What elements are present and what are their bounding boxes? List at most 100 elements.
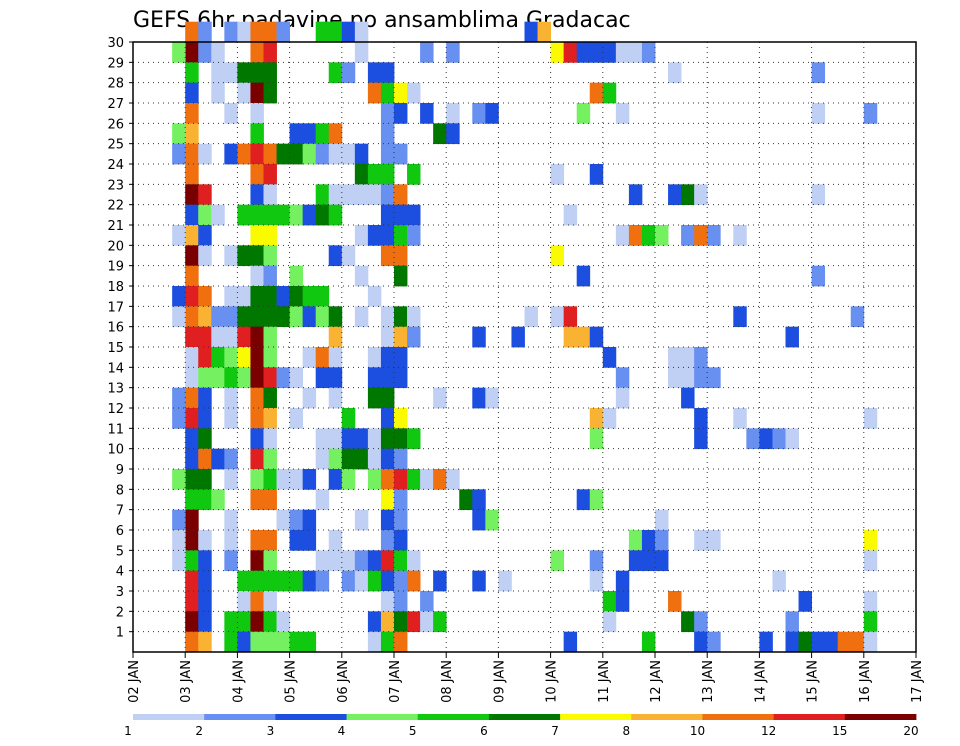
heatmap-cell — [172, 42, 186, 63]
colorbar-label: 7 — [551, 724, 559, 738]
heatmap-cell — [198, 143, 212, 165]
colorbar-swatch — [488, 714, 561, 720]
heatmap-cell — [315, 123, 330, 145]
heatmap-cell — [211, 62, 225, 84]
y-tick-label: 20 — [107, 239, 124, 254]
heatmap-cell — [668, 367, 682, 389]
heatmap-cell — [668, 62, 682, 84]
heatmap-cell — [367, 387, 382, 409]
heatmap-cell — [863, 103, 878, 124]
heatmap-cell — [694, 428, 708, 450]
heatmap-cell — [602, 611, 617, 633]
heatmap-cell — [263, 21, 277, 43]
x-axis: 02 JAN 03 JAN 04 JAN 05 JAN 06 JAN 07 JAN 08 J… — [127, 652, 925, 703]
heatmap-cell — [394, 245, 408, 267]
heatmap-cell — [394, 530, 408, 551]
colorbar-swatch — [560, 714, 632, 720]
heatmap-cell — [576, 42, 591, 63]
heatmap-cell — [237, 82, 251, 104]
heatmap-cell — [550, 42, 565, 63]
heatmap-cell — [420, 611, 434, 633]
heatmap-cell — [328, 62, 343, 84]
heatmap-cell — [289, 469, 304, 490]
heatmap-cell — [237, 62, 251, 84]
heatmap-cell — [367, 347, 382, 368]
heatmap-cell — [237, 631, 251, 653]
heatmap-cell — [328, 367, 343, 389]
heatmap-cell — [798, 631, 812, 653]
heatmap-cell — [563, 306, 578, 328]
heatmap-cell — [550, 245, 565, 267]
heatmap-cell — [250, 164, 264, 185]
heatmap-cell — [367, 448, 382, 470]
heatmap-cell — [863, 408, 878, 429]
heatmap-cell — [250, 489, 264, 511]
heatmap-cell — [380, 469, 395, 490]
x-tick-label: 14 JAN — [753, 660, 768, 703]
heatmap-cell — [172, 143, 186, 165]
heatmap-cell — [289, 530, 304, 551]
heatmap-cell — [198, 184, 212, 206]
x-tick-label: 04 JAN — [231, 660, 246, 703]
heatmap-cell — [224, 326, 238, 348]
heatmap-cell — [302, 347, 317, 368]
heatmap-cell — [472, 326, 486, 348]
heatmap-cell — [524, 306, 538, 328]
heatmap-cell — [250, 550, 264, 572]
y-tick-label: 11 — [107, 422, 124, 437]
heatmap-cell — [746, 428, 760, 450]
heatmap-cell — [185, 530, 199, 551]
y-tick-label: 19 — [107, 260, 124, 275]
heatmap-cell — [589, 82, 604, 104]
heatmap-cell — [250, 387, 264, 409]
heatmap-cell — [250, 245, 264, 267]
heatmap-cell — [185, 164, 199, 185]
heatmap-cell — [315, 367, 330, 389]
heatmap-cell — [407, 326, 421, 348]
heatmap-cell — [394, 448, 408, 470]
colorbar-label: 2 — [195, 724, 203, 738]
heatmap-cell — [772, 428, 786, 450]
heatmap-cell — [302, 530, 317, 551]
heatmap-cell — [707, 367, 721, 389]
heatmap-cell — [237, 591, 251, 612]
heatmap-cell — [172, 286, 186, 307]
heatmap-cell — [185, 42, 199, 63]
heatmap-cell — [289, 306, 304, 328]
heatmap-cell — [380, 306, 395, 328]
heatmap-cell — [811, 265, 826, 287]
colorbar-label: 10 — [690, 724, 705, 738]
y-tick-label: 17 — [107, 300, 124, 315]
heatmap-cell — [185, 184, 199, 206]
heatmap-cell — [198, 428, 212, 450]
heatmap-cell — [407, 570, 421, 592]
heatmap-cell — [446, 469, 460, 490]
heatmap-cell — [302, 123, 317, 145]
heatmap-cell — [224, 448, 238, 470]
heatmap-cell — [380, 408, 395, 429]
heatmap-cell — [655, 550, 669, 572]
heatmap-cell — [394, 184, 408, 206]
heatmap-cell — [211, 82, 225, 104]
heatmap-cell — [198, 286, 212, 307]
heatmap-cell — [380, 347, 395, 368]
heatmap-cell — [224, 631, 238, 653]
heatmap-cell — [394, 82, 408, 104]
y-tick-label: 24 — [107, 158, 124, 173]
heatmap-cell — [420, 103, 434, 124]
heatmap-cell — [655, 509, 669, 531]
heatmap-cell — [198, 448, 212, 470]
heatmap-cell — [380, 611, 395, 633]
heatmap-cell — [380, 103, 395, 124]
heatmap-cell — [224, 611, 238, 633]
heatmap-cell — [380, 591, 395, 612]
x-tick-label: 10 JAN — [545, 660, 560, 703]
heatmap-cell — [380, 204, 395, 226]
heatmap-cell — [250, 123, 264, 145]
colorbar-swatch — [702, 714, 775, 720]
heatmap-cell — [263, 184, 277, 206]
heatmap-cell — [185, 143, 199, 165]
heatmap-cell — [328, 245, 343, 267]
heatmap-cell — [185, 550, 199, 572]
heatmap-cell — [237, 326, 251, 348]
